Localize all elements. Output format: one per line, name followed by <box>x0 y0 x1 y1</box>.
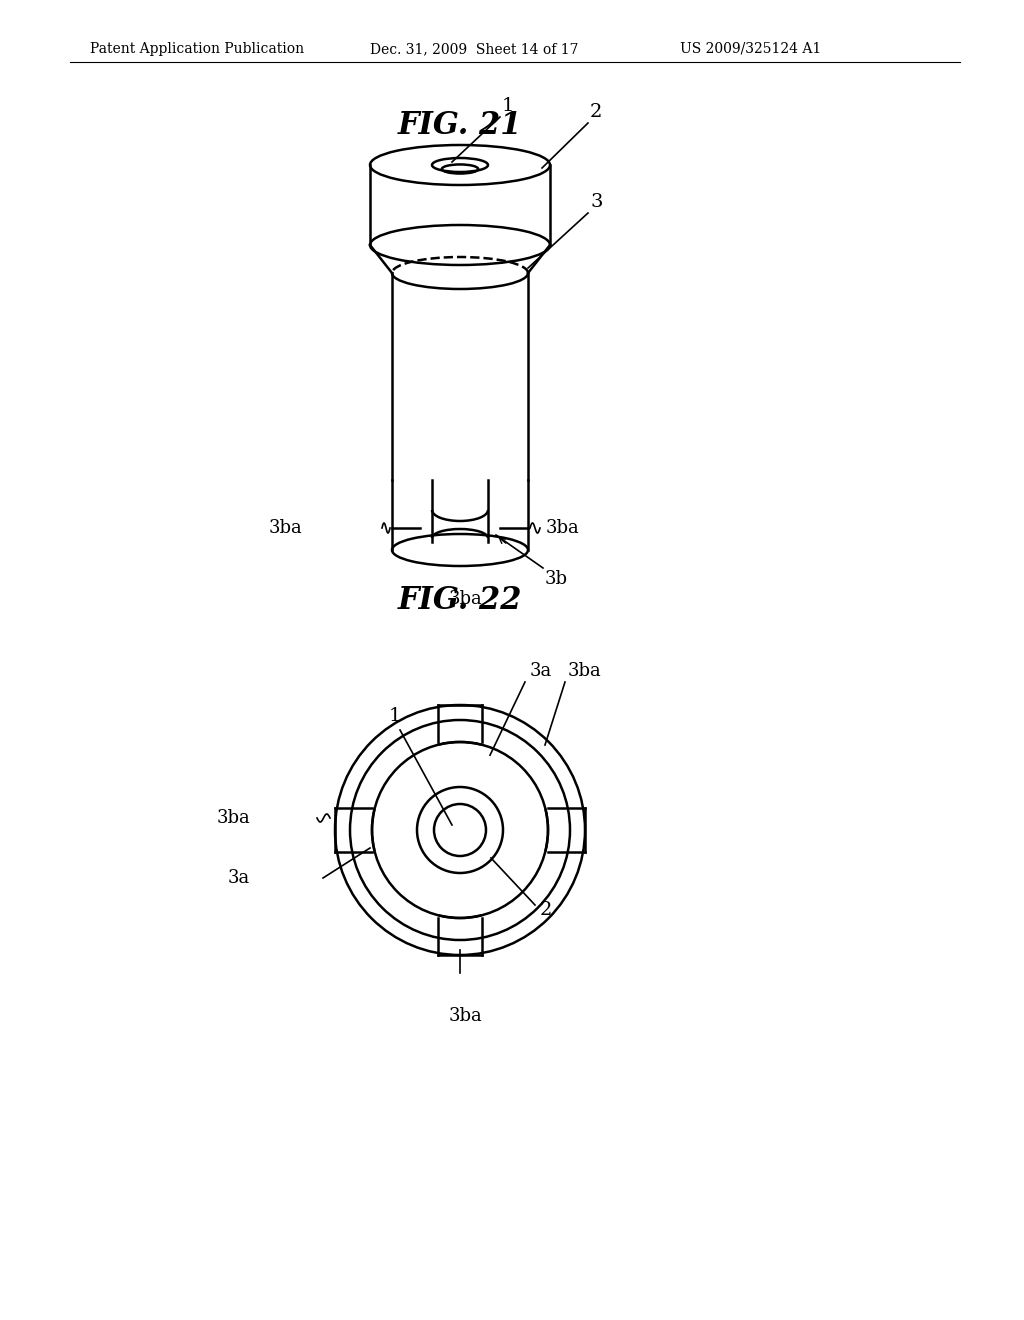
Text: 3ba: 3ba <box>546 519 580 537</box>
Text: 1: 1 <box>389 708 401 725</box>
Text: 3ba: 3ba <box>568 663 602 680</box>
Text: Dec. 31, 2009  Sheet 14 of 17: Dec. 31, 2009 Sheet 14 of 17 <box>370 42 579 55</box>
Text: 3ba: 3ba <box>268 519 302 537</box>
Text: 3b: 3b <box>545 570 568 587</box>
Text: 3ba: 3ba <box>216 809 250 828</box>
Text: 2: 2 <box>540 902 552 919</box>
Text: FIG. 21: FIG. 21 <box>397 110 522 141</box>
Text: 3: 3 <box>590 193 602 211</box>
Text: US 2009/325124 A1: US 2009/325124 A1 <box>680 42 821 55</box>
Text: 3ba: 3ba <box>449 590 482 609</box>
Text: 1: 1 <box>502 96 514 115</box>
Text: 3a: 3a <box>227 869 250 887</box>
Text: FIG. 22: FIG. 22 <box>397 585 522 616</box>
Text: Patent Application Publication: Patent Application Publication <box>90 42 304 55</box>
Text: 3ba: 3ba <box>449 1007 482 1026</box>
Text: 2: 2 <box>590 103 602 121</box>
Text: 3a: 3a <box>530 663 552 680</box>
